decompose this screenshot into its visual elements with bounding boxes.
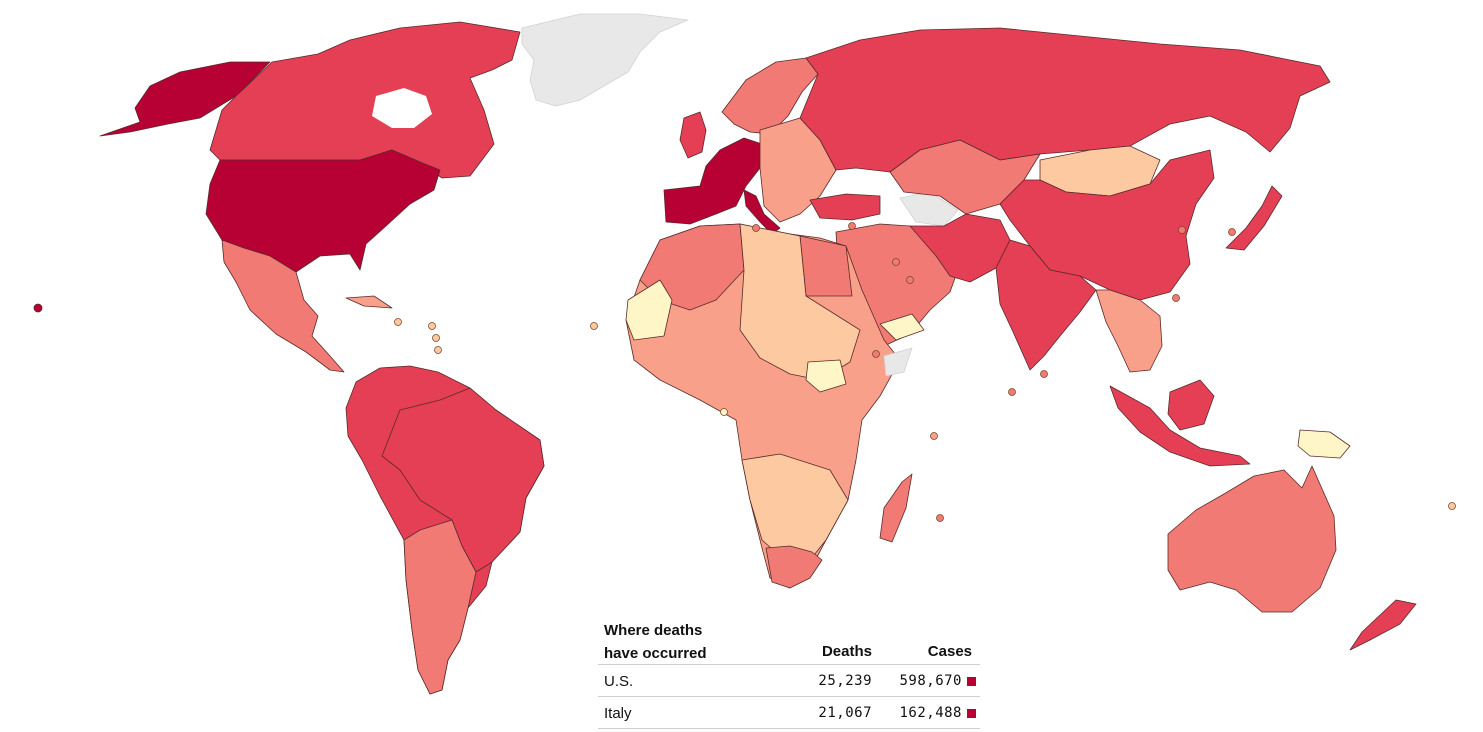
country-dot <box>1008 388 1016 396</box>
turkey-region <box>809 193 881 221</box>
country-dot <box>1178 226 1186 234</box>
country-dot <box>394 318 402 326</box>
western-europe-region <box>663 137 763 225</box>
deaths-value: 21,067 <box>818 705 872 721</box>
cases-value: 162,488 <box>899 705 962 721</box>
table-header: Where deaths have occurred Deaths Cases <box>598 614 980 665</box>
country-dot <box>1040 370 1048 378</box>
scandinavia-region <box>721 57 819 135</box>
country-dot <box>432 334 440 342</box>
country-dot <box>892 258 900 266</box>
table-title: Where deaths have occurred <box>604 619 707 665</box>
argentina-region <box>403 519 477 695</box>
column-header-deaths[interactable]: Deaths <box>821 643 872 660</box>
cases-value: 598,670 <box>899 673 962 689</box>
cuba-region <box>345 295 393 309</box>
country-dot <box>936 514 944 522</box>
png-region <box>1297 429 1351 459</box>
japan-region <box>1225 185 1283 251</box>
country-dot <box>1228 228 1236 236</box>
deaths-value: 25,239 <box>818 673 872 689</box>
hudson-bay <box>372 88 432 128</box>
color-swatch <box>967 677 976 686</box>
table-title-line1: Where deaths <box>604 622 703 639</box>
south-sudan-region <box>805 359 847 393</box>
borneo-region <box>1167 379 1215 431</box>
country-dot <box>848 222 856 230</box>
table-row: Italy 21,067 162,488 <box>598 697 980 729</box>
north-africa-region <box>639 223 745 311</box>
country-dot <box>1172 294 1180 302</box>
country-dot <box>906 276 914 284</box>
new-zealand-region <box>1349 599 1417 651</box>
country-dot <box>720 408 728 416</box>
hawaii-region <box>33 303 43 313</box>
country-name: Italy <box>604 705 632 722</box>
indonesia-region <box>1109 385 1251 467</box>
color-swatch <box>967 709 976 718</box>
country-dot <box>1448 502 1456 510</box>
country-name: U.S. <box>604 673 634 690</box>
country-dot <box>752 224 760 232</box>
greenland-region <box>521 13 689 107</box>
country-dot <box>428 322 436 330</box>
table-row: U.S. 25,239 598,670 <box>598 665 980 697</box>
madagascar-region <box>879 473 913 543</box>
south-africa-region <box>765 545 823 589</box>
southern-africa-region <box>741 453 849 561</box>
mexico-region <box>221 239 345 373</box>
canada-region <box>209 21 521 179</box>
mauritania-region <box>625 279 673 341</box>
russia-region <box>799 27 1331 173</box>
southeast-asia-region <box>1095 289 1163 373</box>
country-dot <box>590 322 598 330</box>
india-region <box>995 239 1097 371</box>
table-title-line2: have occurred <box>604 645 707 662</box>
country-dot <box>872 350 880 358</box>
brazil-region <box>381 387 545 573</box>
australia-region <box>1167 465 1337 613</box>
yemen-region <box>879 313 925 341</box>
somalia-region <box>883 347 913 377</box>
alaska-region <box>99 61 271 137</box>
uk-region <box>679 111 707 159</box>
column-header-cases[interactable]: Cases <box>927 643 972 660</box>
country-dot <box>434 346 442 354</box>
deaths-table: Where deaths have occurred Deaths Cases … <box>598 614 980 729</box>
country-dot <box>930 432 938 440</box>
